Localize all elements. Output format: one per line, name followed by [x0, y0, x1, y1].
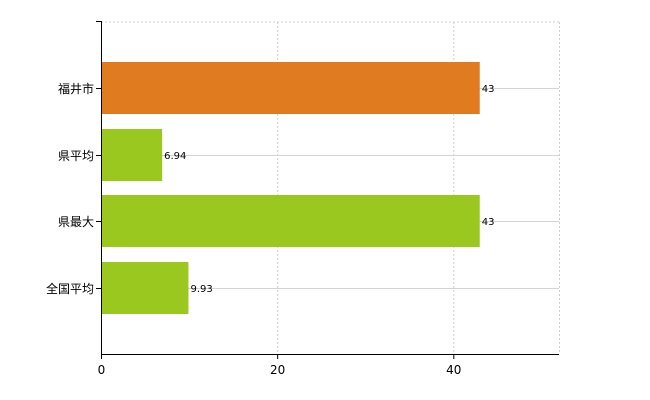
x-tick-label: 0 — [98, 363, 106, 377]
bar — [102, 195, 480, 247]
bar-value-label: 43 — [482, 84, 495, 95]
y-tick-label: 福井市 — [58, 81, 94, 96]
x-tick-label: 20 — [270, 363, 285, 377]
bar-value-label: 6.94 — [164, 151, 186, 162]
y-tick-label: 県最大 — [58, 215, 94, 229]
bar-value-label: 9.93 — [190, 284, 212, 295]
bars — [102, 62, 480, 314]
bar — [102, 62, 480, 114]
y-tick-label: 全国平均 — [46, 281, 94, 296]
x-tick-label: 40 — [446, 363, 461, 377]
bar — [102, 262, 189, 314]
bar-value-label: 43 — [482, 217, 495, 228]
y-tick-label: 県平均 — [58, 149, 94, 163]
bar — [102, 129, 163, 181]
axes — [96, 21, 559, 359]
